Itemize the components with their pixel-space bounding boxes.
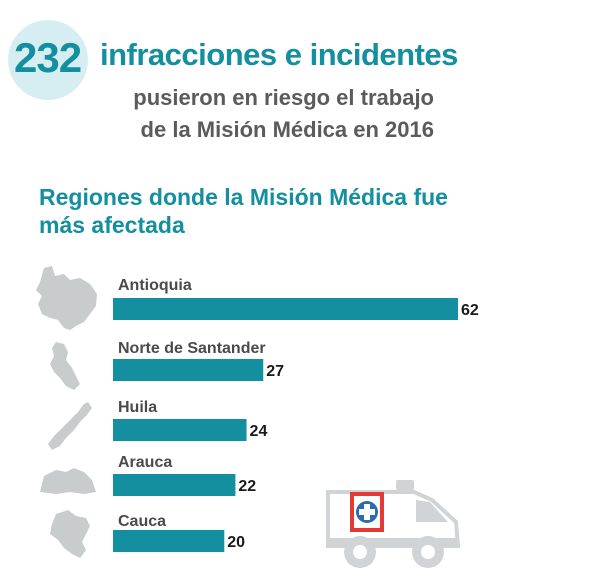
ambulance-icon	[326, 480, 461, 568]
value-label-antioquia: 62	[461, 302, 479, 319]
bar-huila	[113, 419, 247, 441]
value-label-cauca: 20	[227, 534, 245, 551]
number-badge	[8, 20, 88, 100]
huila-map-icon	[48, 402, 92, 450]
category-label-huila: Huila	[118, 399, 157, 416]
headline: infracciones e incidentes	[100, 37, 458, 72]
subheadline-line-1: pusieron en riesgo el trabajo	[133, 85, 434, 110]
category-label-cauca: Cauca	[118, 513, 166, 530]
category-label-norte-de-santander: Norte de Santander	[118, 340, 266, 357]
bar-norte-de-santander	[113, 359, 264, 381]
cauca-map-icon	[50, 510, 90, 558]
category-label-arauca: Arauca	[118, 454, 172, 471]
section-title: Regiones donde la Misión Médica fue más …	[39, 184, 448, 238]
region-maps	[36, 266, 97, 558]
subheadline-line-2: de la Misión Médica en 2016	[140, 117, 434, 142]
bar-antioquia	[113, 298, 458, 320]
antioquia-map-icon	[36, 266, 97, 330]
value-label-arauca: 22	[238, 478, 256, 495]
category-label-antioquia: Antioquia	[118, 277, 192, 294]
bar-cauca	[113, 530, 225, 552]
bar-arauca	[113, 474, 236, 496]
incident-count: 232	[14, 34, 82, 81]
value-label-norte-de-santander: 27	[266, 363, 284, 380]
norte-de-santander-map-icon	[50, 342, 80, 390]
arauca-map-icon	[40, 468, 96, 494]
value-label-huila: 24	[250, 423, 268, 440]
